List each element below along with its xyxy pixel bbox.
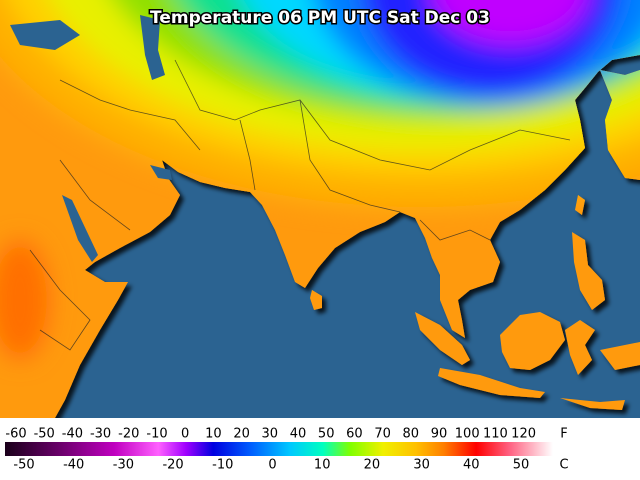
- celsius-label: 20: [364, 458, 381, 473]
- celsius-label: -30: [113, 458, 134, 473]
- fahrenheit-label: 120: [511, 427, 536, 442]
- fahrenheit-label: -40: [62, 427, 83, 442]
- celsius-unit: C: [559, 458, 568, 473]
- fahrenheit-label: -60: [5, 427, 26, 442]
- fahrenheit-label: -30: [90, 427, 111, 442]
- celsius-label: -40: [63, 458, 84, 473]
- fahrenheit-label: -10: [146, 427, 167, 442]
- celsius-label: 30: [413, 458, 430, 473]
- fahrenheit-label: 80: [403, 427, 420, 442]
- celsius-label: -50: [13, 458, 34, 473]
- celsius-label: 50: [513, 458, 530, 473]
- fahrenheit-label: 30: [262, 427, 279, 442]
- fahrenheit-label: 20: [233, 427, 250, 442]
- celsius-label: 0: [268, 458, 276, 473]
- borders: [29, 59, 571, 351]
- fahrenheit-label: 40: [290, 427, 307, 442]
- fahrenheit-label: 110: [483, 427, 508, 442]
- celsius-label: -20: [162, 458, 183, 473]
- fahrenheit-unit: F: [560, 427, 567, 442]
- color-scale: [5, 442, 553, 456]
- legend: -60 -50 -40 -30 -20 -10 0 10 20 30 40 50 60 70 80 90 100…: [5, 427, 568, 473]
- map-title: Temperature 06 PM UTC Sat Dec 03: [150, 8, 490, 28]
- fahrenheit-label: -20: [118, 427, 139, 442]
- water-bodies: [10, 15, 172, 262]
- celsius-label: 40: [463, 458, 480, 473]
- celsius-label: 10: [314, 458, 331, 473]
- fahrenheit-label: -50: [34, 427, 55, 442]
- fahrenheit-label: 70: [374, 427, 391, 442]
- fahrenheit-label: 0: [181, 427, 189, 442]
- fahrenheit-label: 50: [318, 427, 335, 442]
- fahrenheit-label: 10: [205, 427, 222, 442]
- fahrenheit-label: 60: [346, 427, 363, 442]
- fahrenheit-label: 90: [431, 427, 448, 442]
- celsius-label: -10: [212, 458, 233, 473]
- fahrenheit-label: 100: [455, 427, 480, 442]
